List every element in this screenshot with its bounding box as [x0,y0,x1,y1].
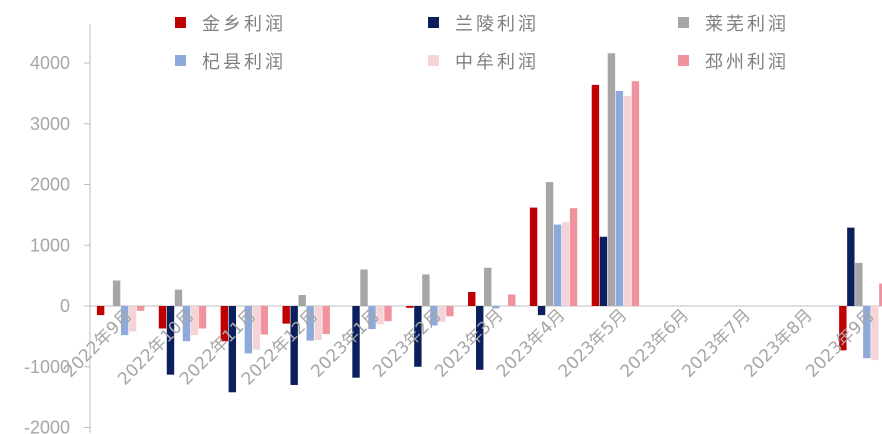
bar-金乡利润-2022年12月 [282,306,290,324]
y-tick-label: 4000 [30,53,70,73]
bar-邳州利润-2022年10月 [198,306,207,329]
bar-兰陵利润-2022年11月 [228,306,237,393]
bar-邳州利润-2022年9月 [136,306,145,311]
bar-兰陵利润-2023年2月 [414,306,422,367]
bar-中牟利润-2022年9月 [128,306,137,332]
bar-金乡利润-2023年9月 [839,306,847,351]
y-tick-label: -1000 [24,357,70,377]
bar-莱芜利润-2023年5月 [607,53,616,306]
bar-兰陵利润-2022年10月 [166,306,175,375]
bar-中牟利润-2022年10月 [190,306,199,336]
legend-label-中牟利润: 中牟利润 [455,52,539,73]
bar-邳州利润-2023年4月 [569,208,578,306]
bar-金乡利润-2022年11月 [220,306,229,342]
bar-杞县利润-2023年1月 [368,306,376,330]
bar-兰陵利润-2023年5月 [599,236,608,306]
bar-中牟利润-2022年11月 [252,306,261,350]
bar-金乡利润-2022年9月 [96,306,105,316]
bar-兰陵利润-2023年4月 [537,306,546,316]
bar-中牟利润-2022年12月 [314,306,322,341]
legend-swatch-兰陵利润 [428,17,439,28]
legend-swatch-金乡利润 [175,17,186,28]
bar-series [90,53,882,393]
x-axis: 2022年9月2022年10月2022年11月2022年12月2023年1月20… [60,305,879,389]
bar-邳州利润-2022年12月 [322,306,330,334]
bar-莱芜利润-2022年10月 [174,289,183,306]
legend-swatch-杞县利润 [175,55,186,66]
legend-label-杞县利润: 杞县利润 [202,52,286,73]
bar-中牟利润-2023年5月 [623,95,632,306]
bar-中牟利润-2023年4月 [561,222,570,306]
bar-邳州利润-2023年5月 [631,81,640,306]
bar-中牟利润-2023年1月 [376,306,384,325]
bar-杞县利润-2023年2月 [430,306,438,326]
bar-莱芜利润-2023年2月 [422,274,430,306]
bar-杞县利润-2022年11月 [244,306,253,354]
bar-莱芜利润-2023年3月 [484,267,492,306]
bar-杞县利润-2023年3月 [492,306,500,309]
bar-中牟利润-2023年2月 [438,306,446,322]
bar-金乡利润-2022年10月 [158,306,167,329]
bar-邳州利润-2023年3月 [508,294,516,306]
y-tick-label: 3000 [30,114,70,134]
y-tick-label: -2000 [24,418,70,434]
y-tick-label: 0 [60,296,70,316]
legend-swatch-莱芜利润 [678,17,689,28]
bar-兰陵利润-2023年1月 [352,306,360,378]
legend-label-邳州利润: 邳州利润 [705,52,789,73]
bar-兰陵利润-2023年3月 [476,306,484,370]
y-tick-label: 2000 [30,175,70,195]
bar-中牟利润-2023年9月 [871,306,879,361]
bar-杞县利润-2023年9月 [863,306,871,359]
bar-杞县利润-2023年4月 [553,224,562,306]
bar-杞县利润-2022年9月 [120,306,129,336]
bar-邳州利润-2023年1月 [384,306,392,322]
bar-邳州利润-2023年9月 [879,283,882,306]
bar-杞县利润-2023年5月 [615,90,624,306]
bar-杞县利润-2022年10月 [182,306,191,342]
bar-杞县利润-2022年12月 [306,306,314,341]
bar-邳州利润-2022年11月 [260,306,269,335]
legend-label-金乡利润: 金乡利润 [202,14,286,35]
bar-邳州利润-2023年2月 [446,306,454,317]
bar-莱芜利润-2023年1月 [360,269,368,306]
bar-兰陵利润-2023年9月 [847,227,855,306]
legend-swatch-邳州利润 [678,55,689,66]
bar-兰陵利润-2022年12月 [290,306,298,385]
bar-莱芜利润-2022年9月 [112,280,121,307]
bar-莱芜利润-2023年9月 [855,262,863,306]
bar-莱芜利润-2022年12月 [298,295,306,306]
legend-swatch-中牟利润 [428,55,439,66]
bar-金乡利润-2023年5月 [591,84,600,307]
bar-金乡利润-2023年3月 [468,292,476,306]
y-axis: -2000 -1000 0 1000 2000 3000 4000 [24,24,91,434]
bar-金乡利润-2023年4月 [529,207,538,306]
bar-莱芜利润-2023年4月 [545,182,554,306]
legend-label-莱芜利润: 莱芜利润 [705,14,789,35]
bar-金乡利润-2023年2月 [406,306,414,308]
legend-label-兰陵利润: 兰陵利润 [455,14,539,35]
y-tick-label: 1000 [30,235,70,255]
